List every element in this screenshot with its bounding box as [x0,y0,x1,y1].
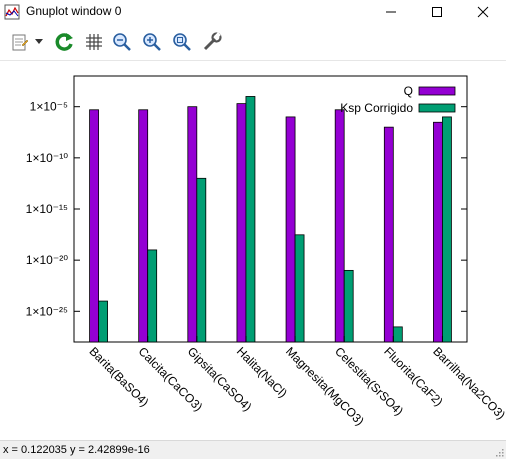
legend-label: Q [404,84,413,98]
x-category-label: Barrilha(Na2CO3) [430,344,506,422]
y-tick-label: 1×10⁻¹⁰ [26,151,68,165]
minimize-button[interactable] [368,0,414,24]
bar-ksp-7 [392,326,403,343]
autoscale-icon [173,33,191,51]
title-bar: Gnuplot window 0 [0,0,506,24]
zoom-previous-icon [113,33,131,51]
copy-to-clipboard-icon [12,34,29,51]
legend-label: Ksp Corrigido [340,101,413,115]
y-tick-label: 1×10⁻¹⁵ [26,202,68,216]
autoscale-button[interactable] [170,30,194,54]
bar-q-7 [383,126,394,343]
legend-swatch [418,103,456,113]
bar-q-1 [89,109,99,343]
bar-q-8 [433,121,443,343]
bar-q-2 [138,109,149,343]
options-button[interactable] [200,30,224,54]
maximize-icon [432,7,442,17]
bar-ksp-3 [196,177,207,343]
resize-grip-icon[interactable] [494,447,504,457]
dropdown-arrow-icon [35,39,43,44]
plot-frame [73,75,468,343]
close-button[interactable] [460,0,506,24]
y-tick-label: 1×10⁻⁵ [30,100,68,114]
window-title: Gnuplot window 0 [26,4,122,18]
bar-ksp-2 [147,249,158,343]
options-wrench-icon [203,32,222,51]
minimize-icon [386,11,396,13]
bar-q-4 [236,103,247,343]
plot-area[interactable]: 1×10⁻⁵ 1×10⁻¹⁰ 1×10⁻¹⁵ 1×10⁻²⁰ 1×10⁻²⁵ Barita… [0,62,506,440]
bar-chart: 1×10⁻⁵1×10⁻¹⁰1×10⁻¹⁵1×10⁻²⁰1×10⁻²⁵Barita… [26,75,506,428]
bar-q-3 [187,106,198,343]
replot-button[interactable] [52,30,76,54]
status-bar: x = 0.122035 y = 2.42899e-16 [0,440,506,459]
bar-ksp-4 [245,96,256,343]
toolbar [0,26,506,61]
print-options-dropdown[interactable] [32,30,46,54]
replot-icon [55,33,73,51]
grid-toggle-button[interactable] [82,30,106,54]
bar-ksp-5 [294,234,305,343]
maximize-button[interactable] [414,0,460,24]
y-tick-label: 1×10⁻²⁰ [26,253,68,267]
y-tick-label: 1×10⁻²⁵ [26,304,68,318]
zoom-next-button[interactable] [140,30,164,54]
grid-icon [86,34,102,50]
close-icon [477,6,489,18]
gnuplot-app-icon [4,4,20,20]
copy-to-clipboard-button[interactable] [8,30,32,54]
bar-ksp-8 [442,116,452,343]
bar-ksp-6 [343,269,354,343]
bar-q-6 [334,109,345,343]
bar-q-5 [285,116,296,343]
mouse-coordinates: x = 0.122035 y = 2.42899e-16 [3,444,150,456]
zoom-previous-button[interactable] [110,30,134,54]
bar-ksp-1 [98,300,108,343]
zoom-next-icon [143,33,161,51]
legend-swatch [418,86,456,96]
